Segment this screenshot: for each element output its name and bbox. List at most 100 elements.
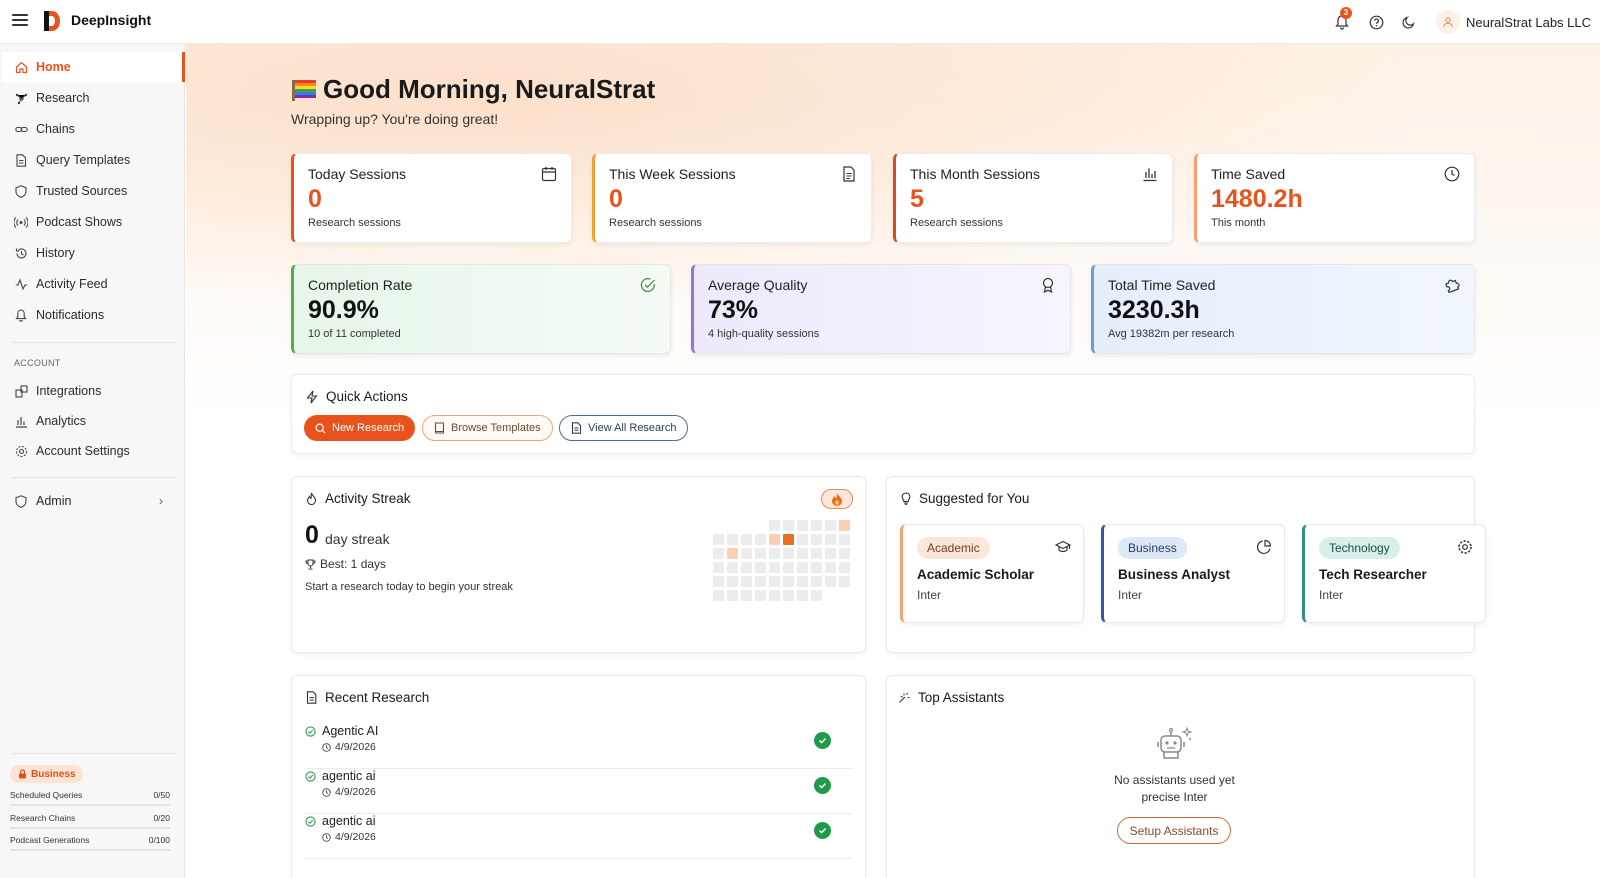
bar-chart-icon [1143, 168, 1157, 182]
stat-value: 0 [308, 185, 322, 213]
heatmap-cell [741, 576, 752, 587]
heatmap-cell [811, 562, 822, 573]
heatmap-cell [811, 576, 822, 587]
award-icon [1042, 277, 1054, 293]
sidebar-item-query-templates[interactable]: Query Templates [2, 145, 185, 175]
sidebar-item-admin[interactable]: Admin › [2, 486, 185, 516]
heatmap-cell [811, 520, 822, 531]
list-item[interactable]: Agentic AI 4/9/2026 [305, 724, 853, 769]
sidebar-item-integrations[interactable]: Integrations [2, 376, 185, 406]
list-item[interactable]: agentic ai 4/9/2026 [305, 769, 853, 814]
heatmap-cell [727, 576, 738, 587]
research-date: 4/9/2026 [322, 831, 376, 843]
heatmap-cell [713, 576, 724, 587]
stat-sub: Research sessions [308, 217, 401, 229]
pie-chart-icon [1256, 539, 1272, 555]
button-label: View All Research [588, 422, 677, 434]
recent-research-label: Recent Research [325, 690, 430, 705]
heatmap-cell [769, 590, 780, 601]
sidebar-item-label: Notifications [36, 308, 105, 322]
help-icon[interactable] [1366, 12, 1386, 32]
top-assistants-title: Top Assistants [898, 690, 1004, 705]
usage-label: Podcast Generations [10, 835, 90, 845]
sidebar-item-label: Integrations [36, 384, 102, 398]
usage-bar [10, 849, 170, 851]
suggestion-card-business[interactable]: Business Business Analyst Inter [1101, 524, 1285, 623]
sidebar-item-chains[interactable]: Chains [2, 114, 185, 144]
sidebar-item-account-settings[interactable]: Account Settings [2, 436, 185, 466]
kpi-card-average-quality: Average Quality 73% 4 high-quality sessi… [691, 264, 1071, 354]
sidebar-item-trusted-sources[interactable]: Trusted Sources [2, 176, 185, 206]
stat-value: 5 [910, 185, 924, 213]
heatmap-cell [727, 548, 738, 559]
sidebar-item-history[interactable]: History [2, 238, 185, 268]
activity-streak-label: Activity Streak [325, 491, 411, 506]
stat-title: This Month Sessions [910, 166, 1040, 182]
heatmap-cell [713, 562, 724, 573]
heatmap-cell [755, 548, 766, 559]
moon-icon[interactable] [1399, 12, 1419, 32]
button-label: New Research [332, 422, 405, 434]
rainbow-flag-icon [292, 79, 316, 101]
research-name: agentic ai [322, 814, 376, 828]
view-all-research-button[interactable]: View All Research [559, 415, 689, 441]
sidebar-item-research[interactable]: Research [2, 83, 185, 113]
avatar[interactable] [1436, 10, 1460, 34]
lightbulb-icon [901, 492, 911, 505]
research-date-text: 4/9/2026 [335, 831, 376, 843]
completed-status-icon [814, 822, 831, 839]
quick-actions-panel: Quick Actions New Research Browse Templa… [291, 374, 1475, 454]
fire-icon[interactable] [821, 489, 853, 509]
activity-streak-panel: Activity Streak 0 day streak Best: 1 day… [291, 476, 866, 653]
suggestion-sub: Inter [1118, 588, 1143, 602]
usage-bar [10, 827, 170, 829]
list-item[interactable]: agentic ai 4/9/2026 [305, 814, 853, 859]
heatmap-cell [755, 562, 766, 573]
heatmap-cell [825, 548, 836, 559]
browse-templates-button[interactable]: Browse Templates [422, 415, 553, 441]
sidebar-item-podcast-shows[interactable]: Podcast Shows [2, 207, 185, 237]
clock-icon [322, 787, 331, 797]
suggestion-card-academic[interactable]: Academic Academic Scholar Inter [900, 524, 1084, 623]
user-name[interactable]: NeuralStrat Labs LLC [1466, 15, 1592, 30]
research-name: Agentic AI [322, 724, 379, 738]
setup-assistants-button[interactable]: Setup Assistants [1117, 817, 1231, 844]
document-icon [571, 422, 582, 434]
suggestion-name: Business Analyst [1118, 567, 1231, 582]
heatmap-cell [797, 534, 808, 545]
clock-icon [322, 832, 331, 842]
research-name: agentic ai [322, 769, 376, 783]
kpi-sub: 4 high-quality sessions [708, 328, 820, 340]
account-section-label: ACCOUNT [14, 358, 61, 368]
trophy-icon [305, 559, 316, 569]
sidebar-item-analytics[interactable]: Analytics [2, 406, 185, 436]
new-research-button[interactable]: New Research [304, 415, 416, 441]
sidebar-item-label: Home [36, 60, 71, 74]
heatmap-cell [727, 534, 738, 545]
research-date: 4/9/2026 [322, 786, 376, 798]
usage-row: Research Chains 0/20 [10, 813, 170, 829]
kpi-title: Total Time Saved [1108, 277, 1216, 293]
sidebar-item-activity-feed[interactable]: Activity Feed [2, 269, 185, 299]
check-circle-icon [305, 771, 316, 782]
sidebar-item-notifications[interactable]: Notifications [2, 300, 185, 330]
heatmap-cell [825, 520, 836, 531]
menu-icon[interactable] [12, 14, 28, 28]
broadcast-icon [14, 215, 28, 229]
suggestion-sub: Inter [1319, 588, 1344, 602]
heatmap-cell [741, 548, 752, 559]
research-icon [14, 91, 28, 105]
stat-title: This Week Sessions [609, 166, 736, 182]
completed-status-icon [814, 777, 831, 794]
usage-bar [10, 804, 170, 806]
recent-research-panel: Recent Research Agentic AI 4/9/2026 agen… [291, 675, 866, 878]
heatmap-cell [783, 576, 794, 587]
heatmap-cell [797, 576, 808, 587]
bell-icon [14, 308, 28, 322]
usage-value: 0/50 [153, 790, 170, 800]
kpi-title: Completion Rate [308, 277, 413, 293]
heatmap-cell [839, 520, 850, 531]
sidebar-item-home[interactable]: Home [2, 52, 185, 82]
suggestion-card-technology[interactable]: Technology Tech Researcher Inter [1302, 524, 1486, 623]
heatmap-cell [825, 562, 836, 573]
